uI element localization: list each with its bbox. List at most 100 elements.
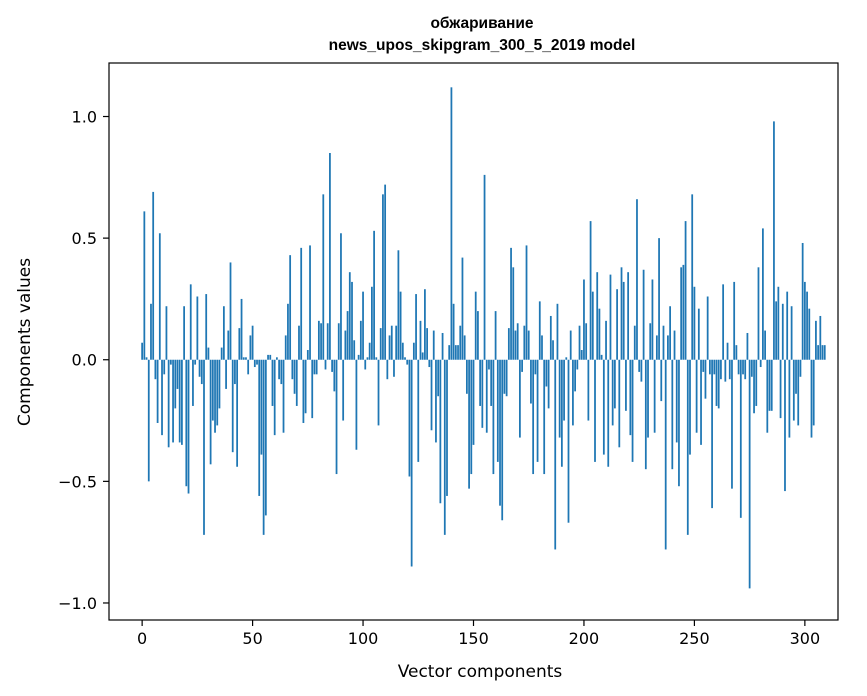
bar-195	[572, 359, 574, 426]
bar-196	[574, 359, 576, 392]
bar-126	[419, 320, 422, 360]
bar-175	[527, 330, 530, 360]
bar-37	[222, 306, 225, 360]
bar-21	[187, 359, 190, 494]
bar-102	[366, 357, 369, 360]
bar-261	[717, 359, 720, 409]
bar-260	[715, 359, 718, 406]
bar-304	[812, 359, 815, 426]
bar-142	[454, 345, 457, 360]
bar-121	[408, 359, 411, 477]
bar-166	[507, 328, 510, 360]
bar-154	[481, 359, 484, 428]
bar-293	[788, 359, 791, 438]
y-tick-label: 0.0	[72, 351, 97, 370]
bar-222	[631, 359, 634, 462]
bar-172	[521, 359, 523, 372]
bar-272	[742, 359, 744, 375]
bar-308	[821, 345, 824, 360]
bar-254	[702, 359, 705, 372]
bar-231	[651, 279, 654, 360]
bar-74	[304, 359, 307, 414]
bar-28	[203, 359, 205, 535]
bar-169	[514, 330, 517, 360]
bar-20	[185, 359, 188, 487]
bar-117	[399, 291, 402, 360]
bar-173	[523, 325, 526, 360]
bar-300	[803, 281, 806, 360]
bar-243	[678, 359, 680, 487]
bar-35	[218, 359, 221, 409]
bar-86	[331, 359, 333, 372]
bar-307	[819, 315, 822, 360]
x-tick-label: 150	[458, 629, 489, 648]
bar-218	[622, 281, 625, 360]
bar-62	[278, 359, 280, 380]
bar-200	[583, 279, 585, 360]
bar-240	[671, 359, 674, 470]
bar-138	[446, 359, 448, 496]
bar-116	[397, 250, 400, 360]
bar-203	[589, 221, 592, 360]
bar-77	[311, 359, 314, 419]
bar-155	[483, 174, 486, 360]
bar-16	[176, 359, 179, 389]
bar-205	[594, 359, 596, 462]
bar-30	[207, 347, 210, 360]
bar-297	[797, 359, 800, 426]
bar-279	[757, 267, 760, 360]
bar-15	[174, 359, 177, 409]
bar-285	[770, 359, 773, 411]
bar-275	[748, 359, 751, 589]
bar-115	[395, 325, 398, 360]
bar-219	[625, 359, 627, 411]
bar-99	[359, 320, 362, 360]
bar-171	[519, 359, 521, 438]
bar-192	[565, 357, 568, 360]
bar-178	[534, 359, 537, 375]
bar-235	[660, 359, 663, 402]
x-tick-label: 200	[569, 629, 600, 648]
chart-title: обжаривание	[430, 15, 533, 32]
bar-54	[260, 359, 263, 455]
bar-151	[474, 291, 477, 360]
bar-26	[198, 359, 201, 377]
bar-181	[541, 335, 543, 360]
bar-55	[262, 359, 265, 535]
bar-18	[181, 359, 183, 445]
bar-144	[459, 325, 462, 360]
bar-230	[649, 323, 652, 360]
bar-198	[578, 325, 581, 360]
bar-8	[158, 233, 161, 360]
bar-93	[346, 311, 349, 360]
bar-258	[711, 359, 713, 509]
bar-274	[746, 332, 749, 360]
bar-189	[558, 359, 561, 438]
bar-19	[183, 306, 185, 360]
bar-70	[295, 359, 298, 406]
bar-234	[658, 238, 660, 360]
bar-11	[165, 306, 168, 360]
bar-13	[169, 359, 172, 365]
bar-59	[271, 359, 274, 406]
bar-79	[315, 359, 318, 375]
bar-269	[735, 345, 738, 360]
bar-251	[695, 359, 698, 433]
bar-302	[808, 308, 811, 360]
bar-5	[152, 191, 155, 360]
bar-221	[629, 359, 632, 436]
bar-197	[576, 359, 579, 370]
bar-46	[242, 357, 245, 360]
bar-53	[258, 359, 261, 496]
bar-71	[298, 325, 300, 360]
bar-92	[344, 330, 347, 360]
bar-236	[662, 325, 665, 360]
bar-52	[256, 359, 258, 365]
bar-256	[706, 296, 709, 360]
bar-150	[472, 359, 475, 445]
bar-188	[556, 303, 559, 360]
bar-107	[377, 359, 380, 426]
bar-184	[547, 359, 550, 409]
bar-146	[463, 335, 466, 360]
bar-69	[293, 359, 296, 394]
